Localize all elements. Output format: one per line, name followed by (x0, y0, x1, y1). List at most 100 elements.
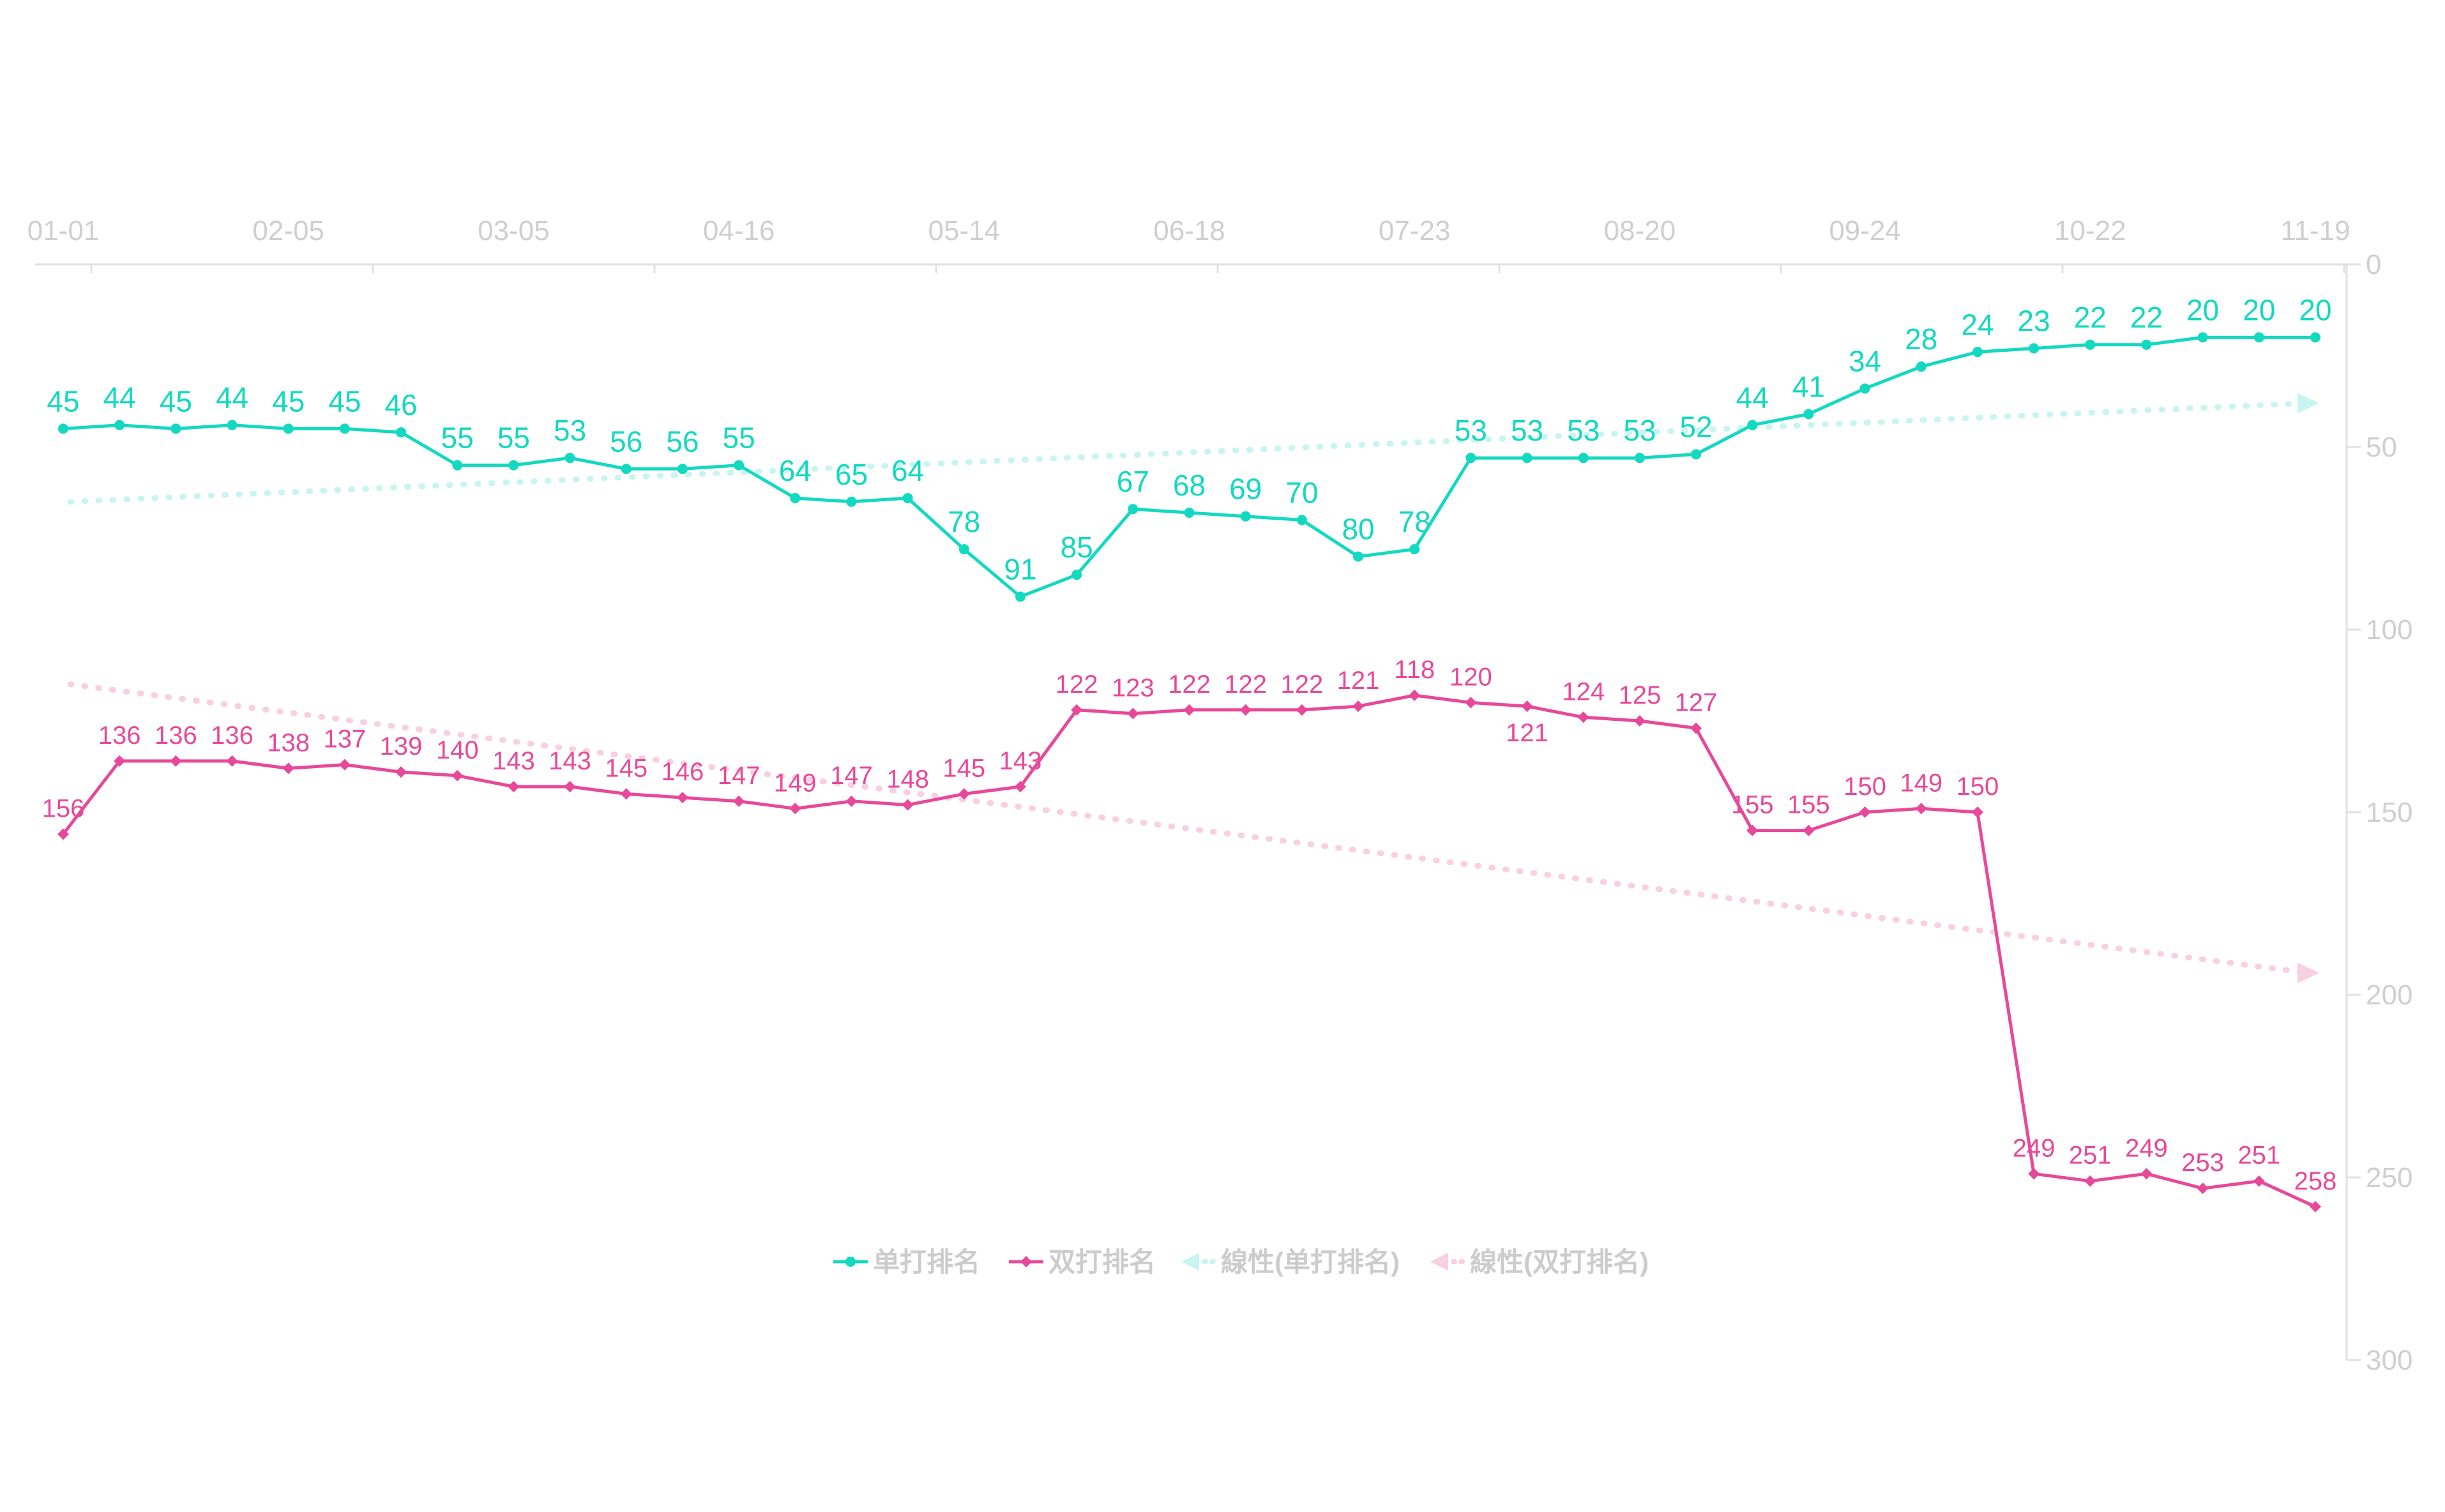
data-point (1746, 824, 1759, 836)
data-label: 143 (549, 747, 591, 775)
data-point (1577, 711, 1589, 723)
data-point (508, 460, 519, 471)
data-label: 122 (1056, 670, 1098, 699)
y-tick-label: 100 (2366, 614, 2412, 646)
data-label: 70 (1285, 476, 1318, 509)
series-lines (57, 332, 2321, 1213)
data-point (396, 427, 407, 438)
data-label: 44 (216, 381, 248, 414)
data-label: 145 (605, 754, 647, 782)
data-label: 138 (267, 729, 310, 757)
data-label: 136 (155, 722, 197, 750)
legend-label: 線性(单打排名) (1221, 1247, 1400, 1277)
data-point (395, 766, 407, 778)
data-point (2028, 1168, 2040, 1180)
x-tick-label: 06-18 (1153, 215, 1225, 246)
data-label: 149 (1900, 769, 1942, 797)
data-label: 122 (1168, 670, 1211, 699)
data-label: 156 (42, 794, 85, 822)
data-point (2085, 339, 2096, 350)
data-point (1578, 453, 1589, 464)
data-point (114, 420, 125, 430)
data-label: 251 (2237, 1142, 2280, 1170)
data-label: 122 (1224, 670, 1267, 699)
data-label: 20 (2299, 293, 2331, 326)
data-point (2197, 332, 2208, 343)
data-point (451, 769, 464, 782)
x-tick-label: 01-01 (27, 215, 100, 246)
data-point (2197, 1183, 2209, 1195)
data-label: 249 (2125, 1134, 2168, 1162)
y-tick-label: 300 (2366, 1345, 2412, 1376)
data-label: 143 (999, 747, 1042, 775)
data-label: 20 (2243, 293, 2275, 326)
data-label: 140 (436, 736, 479, 764)
data-label: 67 (1117, 465, 1149, 498)
data-point (1127, 707, 1139, 720)
legend-label: 单打排名 (873, 1247, 980, 1277)
trendline-doubles (67, 681, 2312, 976)
data-point (1296, 704, 1308, 716)
data-point (2141, 339, 2152, 350)
data-point (452, 460, 463, 471)
data-label: 44 (103, 381, 136, 414)
legend-item-0[interactable]: 单打排名 (833, 1247, 980, 1277)
legend-item-3[interactable]: 線性(双打排名) (1430, 1247, 1649, 1277)
data-label: 253 (2181, 1149, 2224, 1177)
legend-marker (1430, 1253, 1448, 1271)
data-label: 53 (1567, 414, 1600, 447)
legend-item-2[interactable]: 線性(单打排名) (1181, 1247, 1400, 1277)
data-label: 123 (1112, 674, 1154, 702)
data-point (1465, 453, 1476, 464)
data-point (902, 493, 913, 504)
x-tick-label: 07-23 (1379, 215, 1451, 246)
data-point (677, 464, 688, 474)
data-label: 85 (1061, 531, 1093, 564)
y-tick-label: 200 (2366, 979, 2412, 1011)
data-label: 150 (1957, 773, 1999, 801)
legend-marker (845, 1257, 856, 1267)
data-point (1240, 511, 1251, 522)
data-point (1690, 722, 1702, 734)
data-point (2140, 1168, 2153, 1180)
data-point (1522, 453, 1533, 464)
data-label: 118 (1394, 656, 1435, 684)
data-point (2253, 332, 2264, 343)
data-point (1691, 449, 1702, 460)
data-labels: 45 44 45 44 45 45 46 55 55 53 56 56 55 64 65 64 78 91 85 67… (42, 293, 2337, 1195)
data-point (676, 792, 688, 804)
data-label: 155 (1731, 791, 1774, 819)
y-tick-label: 0 (2366, 249, 2381, 280)
data-point (1239, 704, 1252, 716)
x-tick-label: 04-16 (703, 215, 775, 246)
data-point (282, 762, 294, 775)
data-point (1916, 361, 1926, 372)
data-label: 20 (2186, 293, 2219, 326)
data-point (1465, 697, 1477, 709)
data-label: 127 (1675, 688, 1718, 716)
data-label: 41 (1792, 370, 1825, 404)
legend-item-1[interactable]: 双打排名 (1009, 1247, 1156, 1277)
data-label: 55 (441, 421, 474, 455)
data-point (170, 423, 181, 434)
data-label: 23 (2018, 305, 2050, 338)
data-label: 121 (1337, 667, 1380, 695)
data-label: 125 (1619, 681, 1662, 709)
data-label: 55 (723, 421, 755, 455)
data-point (1634, 453, 1645, 464)
data-point (620, 788, 632, 800)
data-point (1971, 806, 1983, 818)
data-label: 45 (47, 384, 79, 418)
data-point (1915, 803, 1927, 815)
data-label: 68 (1173, 469, 1206, 502)
data-point (1183, 704, 1195, 716)
data-point (227, 420, 238, 430)
x-tick-label: 10-22 (2054, 215, 2126, 246)
data-point (2310, 1200, 2321, 1213)
data-point (621, 464, 632, 474)
data-label: 53 (1623, 414, 1656, 447)
data-point (1972, 347, 1983, 358)
legend[interactable]: 单打排名 双打排名 線性(单打排名) 線性(双打排名) (833, 1247, 1649, 1277)
data-label: 52 (1679, 410, 1712, 443)
